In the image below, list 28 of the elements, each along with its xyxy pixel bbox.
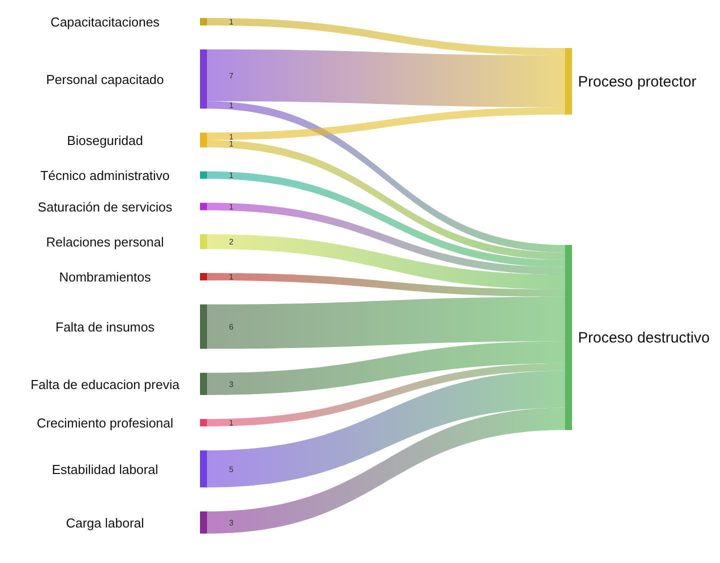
category-label: Personal capacitado (46, 72, 164, 87)
category-label: Crecimiento profesional (36, 416, 174, 431)
category-label: Bioseguridad (67, 133, 143, 148)
category-label: Estabilidad laboral (52, 462, 158, 477)
data-label: 1 (229, 171, 234, 180)
category-label: Capacitacitaciones (50, 14, 160, 30)
data-label: 1 (229, 272, 234, 282)
category-label: Falta de insumos (56, 320, 155, 335)
data-label: 1 (229, 418, 234, 428)
category-label: Técnico administrativo (40, 168, 170, 184)
data-label: 3 (229, 518, 234, 528)
data-label: 1 (229, 140, 234, 149)
data-label: 1 (229, 100, 234, 110)
data-label: 1 (229, 18, 234, 27)
series-label: Proceso protector (578, 73, 696, 90)
category-label: Falta de educacion previa (30, 376, 180, 392)
data-label: 2 (229, 238, 234, 247)
category-label: Carga laboral (66, 516, 144, 530)
series-label: Proceso destructivo (578, 330, 710, 346)
data-label: 6 (229, 322, 234, 332)
data-label: 7 (229, 71, 234, 80)
data-label: 5 (229, 464, 234, 474)
category-label: Saturación de servicios (38, 200, 173, 214)
data-label: 1 (229, 132, 234, 142)
data-label: 1 (229, 202, 234, 212)
category-label: Nombramientos (59, 270, 152, 285)
category-label: Relaciones personal (46, 234, 164, 250)
data-label: 3 (229, 380, 234, 389)
